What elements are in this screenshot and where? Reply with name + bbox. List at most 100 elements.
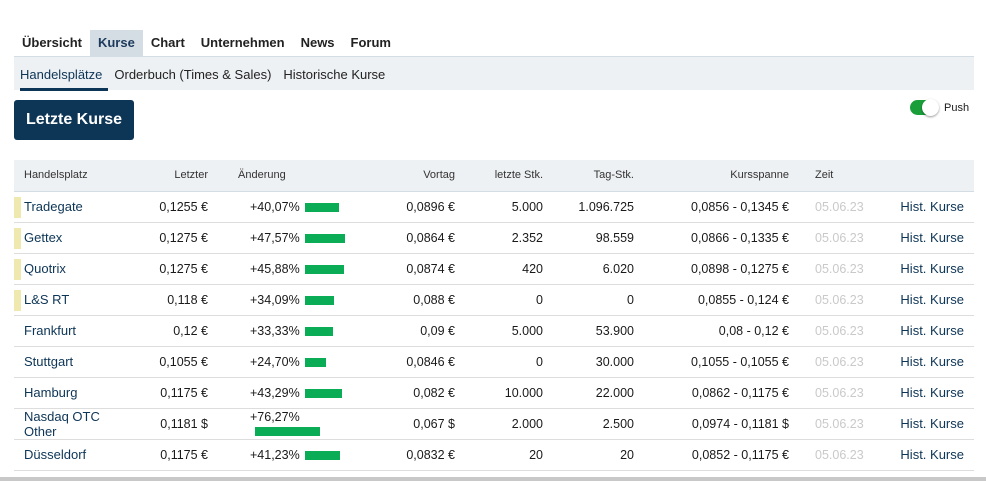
change-cell: +33,33% bbox=[208, 315, 353, 347]
sub-tabs: Handelsplätze Orderbuch (Times & Sales) Hi… bbox=[14, 56, 974, 91]
day-qty: 20 bbox=[543, 439, 634, 471]
day-qty: 30.000 bbox=[543, 346, 634, 378]
letzte-kurse-button[interactable]: Letzte Kurse bbox=[14, 100, 134, 140]
price-range: 0,0852 - 0,1175 € bbox=[634, 439, 789, 471]
price-range: 0,1055 - 0,1055 € bbox=[634, 346, 789, 378]
hist-kurse-link[interactable]: Hist. Kurse bbox=[869, 284, 974, 316]
table-row: Düsseldorf 0,1175 € +41,23% 0,0832 € 20 … bbox=[14, 439, 974, 471]
col-letzter: Letzter bbox=[134, 160, 208, 192]
hist-kurse-link[interactable]: Hist. Kurse bbox=[869, 439, 974, 471]
subtab-0[interactable]: Handelsplätze bbox=[20, 57, 109, 91]
change-value: +43,29% bbox=[250, 385, 300, 400]
day-qty: 1.096.725 bbox=[543, 191, 634, 223]
last-price: 0,1175 € bbox=[134, 439, 208, 471]
hist-kurse-link[interactable]: Hist. Kurse bbox=[869, 377, 974, 409]
prev-price: 0,0846 € bbox=[353, 346, 455, 378]
change-cell: +47,57% bbox=[208, 222, 353, 254]
last-price: 0,1275 € bbox=[134, 222, 208, 254]
change-cell: +43,29% bbox=[208, 377, 353, 409]
market-name[interactable]: Gettex bbox=[24, 230, 63, 245]
tab-4[interactable]: News bbox=[300, 35, 335, 50]
market-link[interactable]: Hamburg bbox=[14, 377, 134, 409]
market-link[interactable]: Nasdaq OTC Other bbox=[14, 408, 134, 440]
market-name[interactable]: L&S RT bbox=[24, 292, 70, 307]
market-link[interactable]: Düsseldorf bbox=[14, 439, 134, 471]
price-range: 0,0866 - 0,1335 € bbox=[634, 222, 789, 254]
market-name[interactable]: Quotrix bbox=[24, 261, 66, 276]
quotes-table: Handelsplatz Letzter Änderung Vortag let… bbox=[14, 160, 974, 471]
col-letzte-stk: letzte Stk. bbox=[455, 160, 543, 192]
market-link[interactable]: Frankfurt bbox=[14, 315, 134, 347]
market-link[interactable]: L&S RT bbox=[14, 284, 134, 316]
last-qty: 10.000 bbox=[455, 377, 543, 409]
row-marker bbox=[14, 289, 21, 311]
tab-2[interactable]: Chart bbox=[150, 35, 185, 50]
col-tag-stk: Tag-Stk. bbox=[543, 160, 634, 192]
last-qty: 0 bbox=[455, 284, 543, 316]
market-link[interactable]: Gettex bbox=[14, 222, 134, 254]
last-price: 0,118 € bbox=[134, 284, 208, 316]
market-name[interactable]: Stuttgart bbox=[24, 354, 74, 369]
change-bar bbox=[304, 233, 345, 243]
hist-kurse-link[interactable]: Hist. Kurse bbox=[869, 315, 974, 347]
last-price: 0,1175 € bbox=[134, 377, 208, 409]
last-price: 0,1275 € bbox=[134, 253, 208, 285]
day-qty: 0 bbox=[543, 284, 634, 316]
last-qty: 0 bbox=[455, 346, 543, 378]
market-name[interactable]: Düsseldorf bbox=[24, 447, 87, 462]
prev-price: 0,067 $ bbox=[353, 408, 455, 440]
hist-kurse-link[interactable]: Hist. Kurse bbox=[869, 191, 974, 223]
last-qty: 5.000 bbox=[455, 315, 543, 347]
table-row: Hamburg 0,1175 € +43,29% 0,082 € 10.000 … bbox=[14, 377, 974, 409]
col-kursspanne: Kursspanne bbox=[634, 160, 789, 192]
time: 05.06.23 bbox=[789, 346, 869, 378]
change-bar bbox=[304, 357, 326, 367]
change-value: +24,70% bbox=[250, 354, 300, 369]
change-cell: +45,88% bbox=[208, 253, 353, 285]
change-cell: +76,27% bbox=[208, 408, 353, 440]
subtab-1[interactable]: Orderbuch (Times & Sales) bbox=[114, 67, 272, 82]
change-bar bbox=[304, 450, 340, 460]
row-marker bbox=[14, 227, 21, 249]
prev-price: 0,0896 € bbox=[353, 191, 455, 223]
table-row: Gettex 0,1275 € +47,57% 0,0864 € 2.352 9… bbox=[14, 222, 974, 254]
push-toggle[interactable]: Push bbox=[910, 99, 970, 116]
hist-kurse-link[interactable]: Hist. Kurse bbox=[869, 222, 974, 254]
hist-kurse-link[interactable]: Hist. Kurse bbox=[869, 253, 974, 285]
prev-price: 0,0864 € bbox=[353, 222, 455, 254]
time: 05.06.23 bbox=[789, 253, 869, 285]
row-marker bbox=[14, 258, 21, 280]
market-link[interactable]: Quotrix bbox=[14, 253, 134, 285]
table-row: L&S RT 0,118 € +34,09% 0,088 € 0 0 0,085… bbox=[14, 284, 974, 316]
day-qty: 53.900 bbox=[543, 315, 634, 347]
change-bar bbox=[304, 388, 342, 398]
table-row: Quotrix 0,1275 € +45,88% 0,0874 € 420 6.… bbox=[14, 253, 974, 285]
market-link[interactable]: Stuttgart bbox=[14, 346, 134, 378]
tab-5[interactable]: Forum bbox=[350, 35, 391, 50]
tab-0[interactable]: Übersicht bbox=[22, 35, 82, 50]
time: 05.06.23 bbox=[789, 191, 869, 223]
tab-1[interactable]: Kurse bbox=[89, 30, 143, 63]
main-tabs: Übersicht Kurse Chart Unternehmen News Forum bbox=[14, 30, 399, 63]
market-name[interactable]: Nasdaq OTC Other bbox=[24, 408, 100, 439]
last-price: 0,1055 € bbox=[134, 346, 208, 378]
price-range: 0,0856 - 0,1345 € bbox=[634, 191, 789, 223]
hist-kurse-link[interactable]: Hist. Kurse bbox=[869, 346, 974, 378]
market-name[interactable]: Frankfurt bbox=[24, 323, 77, 338]
day-qty: 98.559 bbox=[543, 222, 634, 254]
push-label: Push bbox=[944, 101, 970, 114]
table-row: Frankfurt 0,12 € +33,33% 0,09 € 5.000 53… bbox=[14, 315, 974, 347]
day-qty: 6.020 bbox=[543, 253, 634, 285]
toggle-switch[interactable] bbox=[910, 99, 939, 116]
market-name[interactable]: Tradegate bbox=[24, 199, 83, 214]
change-value: +45,88% bbox=[250, 261, 300, 276]
last-qty: 2.352 bbox=[455, 222, 543, 254]
col-handelsplatz: Handelsplatz bbox=[14, 160, 134, 192]
subtab-2[interactable]: Historische Kurse bbox=[283, 67, 386, 82]
change-bar bbox=[304, 202, 339, 212]
market-name[interactable]: Hamburg bbox=[24, 385, 78, 400]
time: 05.06.23 bbox=[789, 377, 869, 409]
tab-3[interactable]: Unternehmen bbox=[200, 35, 285, 50]
market-link[interactable]: Tradegate bbox=[14, 191, 134, 223]
hist-kurse-link[interactable]: Hist. Kurse bbox=[869, 408, 974, 440]
